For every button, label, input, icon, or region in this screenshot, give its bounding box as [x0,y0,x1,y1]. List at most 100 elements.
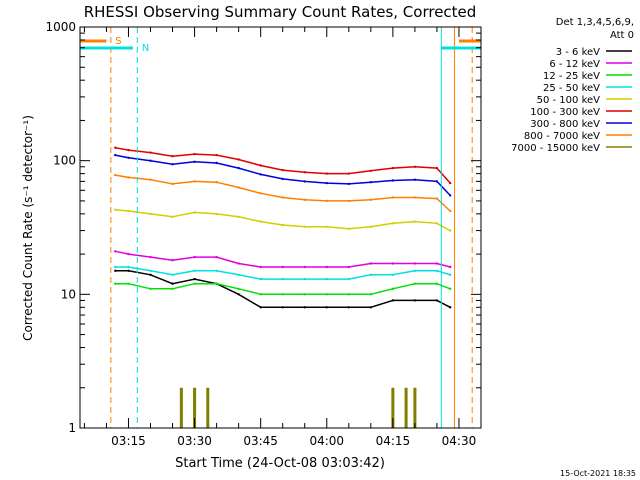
series-point-0 [449,306,452,309]
legend-header: Det 1,3,4,5,6,9, [556,17,634,28]
x-tick-label: 04:00 [309,434,344,448]
series-point-3 [281,277,284,281]
series-point-7 [127,176,130,179]
series-point-4 [127,209,130,213]
series-point-3 [215,269,218,272]
series-point-0 [369,306,372,309]
y-tick-label: 10 [61,287,76,301]
legend-label: 3 - 6 keV [556,47,600,58]
series-point-6 [325,181,328,185]
series-point-4 [237,215,240,218]
series-point-3 [237,273,240,276]
series-point-5 [193,152,196,156]
series-point-1 [193,255,196,259]
series-point-5 [114,146,117,149]
series-point-6 [149,159,152,162]
series-point-6 [114,153,117,157]
series-point-7 [215,181,218,184]
series-point-2 [325,293,328,296]
x-axis-label: Start Time (24-Oct-08 03:03:42) [175,456,385,471]
series-point-5 [281,168,284,172]
series-point-1 [413,262,417,265]
series-point-0 [391,299,395,302]
series-point-5 [391,166,395,170]
series-point-4 [391,222,395,225]
series-point-3 [193,269,196,272]
series-point-5 [413,165,417,168]
series-point-3 [114,265,117,269]
series-point-3 [391,273,395,276]
series-point-1 [449,265,452,269]
series-point-7 [413,196,417,199]
series-point-3 [149,269,152,272]
series-point-2 [171,287,174,290]
night-marker-label: N [142,43,149,54]
series-point-4 [369,225,372,228]
series-point-0 [435,299,439,302]
chart-title: RHESSI Observing Summary Count Rates, Co… [84,3,477,21]
series-point-2 [127,282,130,285]
series-point-5 [237,158,240,161]
series-point-6 [369,181,372,184]
series-point-0 [171,282,174,285]
series-point-6 [281,177,284,181]
series-point-6 [237,166,240,170]
series-point-5 [259,164,262,167]
series-point-7 [259,192,262,195]
series-point-0 [413,299,417,302]
series-point-7 [325,199,328,203]
legend-label: 6 - 12 keV [549,59,600,70]
series-point-0 [325,306,328,309]
series-point-6 [449,194,452,197]
series-point-7 [237,186,240,189]
series-point-5 [303,171,306,174]
series-point-2 [281,293,284,296]
y-tick-label: 100 [53,154,76,168]
series-point-0 [347,306,350,309]
series-point-1 [369,262,372,265]
series-point-2 [114,282,117,285]
series-point-5 [325,172,328,175]
series-point-5 [449,181,452,185]
x-tick-label: 03:30 [177,434,212,448]
series-point-2 [369,293,372,296]
series-point-4 [171,215,174,218]
legend-label: 12 - 25 keV [543,71,600,82]
series-point-4 [193,211,196,214]
series-point-5 [435,166,439,170]
series-point-6 [193,160,196,163]
series-point-7 [391,196,395,199]
series-point-7 [171,182,174,186]
series-point-0 [303,306,306,309]
series-point-4 [325,225,328,228]
series-point-0 [149,273,152,276]
series-point-2 [435,282,439,285]
series-point-1 [325,265,328,269]
series-point-7 [281,196,284,199]
series-point-4 [303,225,306,228]
y-tick-label: 1 [68,421,76,435]
x-tick-label: 04:30 [442,434,477,448]
series-point-3 [171,273,174,276]
series-point-4 [215,212,218,216]
series-point-2 [347,293,350,296]
series-point-1 [347,265,350,269]
series-point-6 [435,180,439,183]
series-point-0 [193,277,196,281]
series-point-0 [127,269,130,272]
series-point-1 [149,255,152,259]
x-tick-label: 03:45 [243,434,278,448]
series-point-3 [347,277,350,281]
x-tick-label: 04:15 [376,434,411,448]
series-point-2 [259,293,262,296]
legend-label: 300 - 800 keV [530,119,600,130]
series-point-4 [281,223,284,227]
series-point-7 [347,199,350,203]
series-point-3 [435,269,439,272]
legend-label: 100 - 300 keV [530,107,600,118]
series-point-0 [281,306,284,309]
series-point-6 [303,180,306,183]
series-point-1 [391,262,395,265]
series-point-1 [114,250,117,253]
